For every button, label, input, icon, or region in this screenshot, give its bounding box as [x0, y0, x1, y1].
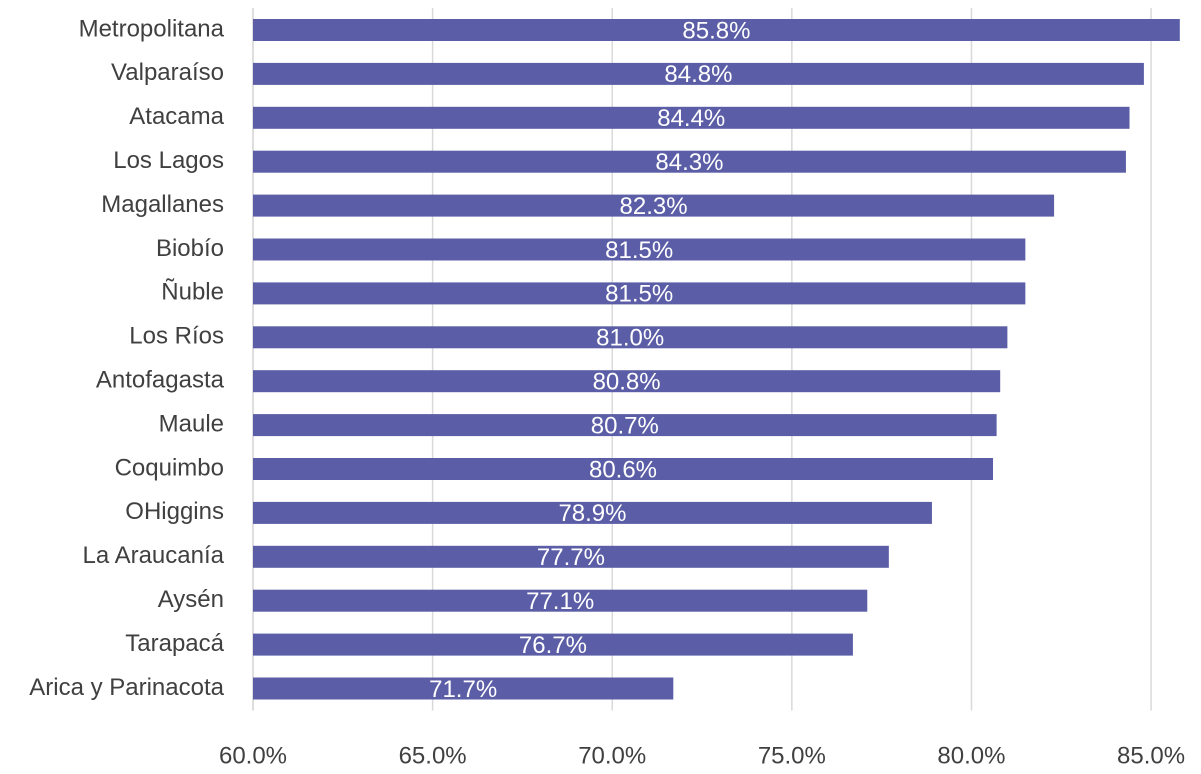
- x-axis-tick-labels: 60.0% 65.0% 70.0% 75.0% 80.0% 85.0%: [219, 742, 1185, 769]
- category-label: Magallanes: [101, 191, 224, 218]
- x-tick-label: 60.0%: [219, 742, 287, 769]
- bar: [253, 458, 994, 480]
- category-label: Arica y Parinacota: [29, 674, 224, 701]
- category-label: Valparaíso: [111, 59, 224, 86]
- data-label: 76.7%: [519, 632, 587, 659]
- bar: [253, 19, 1180, 41]
- bar: [253, 282, 1026, 305]
- bar: [253, 326, 1008, 349]
- category-label: Los Lagos: [113, 147, 224, 174]
- data-labels: 85.8% 84.8% 84.4% 84.3% 82.3% 81.5% 81.5% 81.0%…: [429, 17, 750, 703]
- data-label: 77.1%: [526, 588, 594, 615]
- data-label: 80.7%: [591, 412, 659, 439]
- category-label: Aysén: [158, 586, 224, 613]
- category-label: La Araucanía: [83, 542, 225, 569]
- bar: [253, 501, 932, 524]
- bar: [253, 238, 1026, 261]
- data-label: 71.7%: [429, 676, 497, 703]
- category-label: Antofagasta: [96, 367, 225, 394]
- data-label: 84.8%: [664, 61, 732, 88]
- data-label: 81.5%: [605, 237, 673, 264]
- bar: [253, 106, 1130, 129]
- category-label: Los Ríos: [129, 323, 224, 350]
- data-label: 80.8%: [593, 369, 661, 396]
- data-label: 77.7%: [537, 544, 605, 571]
- category-label: Coquimbo: [115, 454, 224, 481]
- data-label: 78.9%: [558, 500, 626, 527]
- bar: [253, 677, 674, 700]
- category-label: OHiggins: [125, 498, 224, 525]
- category-label: Maule: [159, 410, 224, 437]
- data-label: 80.6%: [589, 456, 657, 483]
- x-tick-label: 85.0%: [1117, 742, 1185, 769]
- category-label: Atacama: [129, 103, 224, 130]
- data-label: 82.3%: [620, 193, 688, 220]
- category-label: Ñuble: [161, 279, 224, 306]
- bar: [253, 150, 1126, 173]
- bar-layer: [253, 19, 1180, 700]
- bar: [253, 62, 1144, 85]
- data-label: 85.8%: [682, 17, 750, 44]
- category-label: Biobío: [156, 235, 224, 262]
- data-label: 84.3%: [655, 149, 723, 176]
- bar: [253, 589, 868, 612]
- bar: [253, 545, 889, 568]
- bar: [253, 633, 853, 656]
- category-label: Tarapacá: [125, 630, 224, 657]
- x-tick-label: 80.0%: [937, 742, 1005, 769]
- bar: [253, 370, 1001, 393]
- category-labels: Metropolitana Valparaíso Atacama Los Lagos M…: [29, 15, 224, 701]
- x-tick-label: 70.0%: [578, 742, 646, 769]
- data-label: 81.5%: [605, 281, 673, 308]
- x-tick-label: 65.0%: [399, 742, 467, 769]
- bar: [253, 414, 997, 437]
- bar: [253, 194, 1055, 217]
- category-label: Metropolitana: [79, 15, 225, 42]
- data-label: 84.4%: [657, 105, 725, 132]
- data-label: 81.0%: [596, 325, 664, 352]
- x-tick-label: 75.0%: [758, 742, 826, 769]
